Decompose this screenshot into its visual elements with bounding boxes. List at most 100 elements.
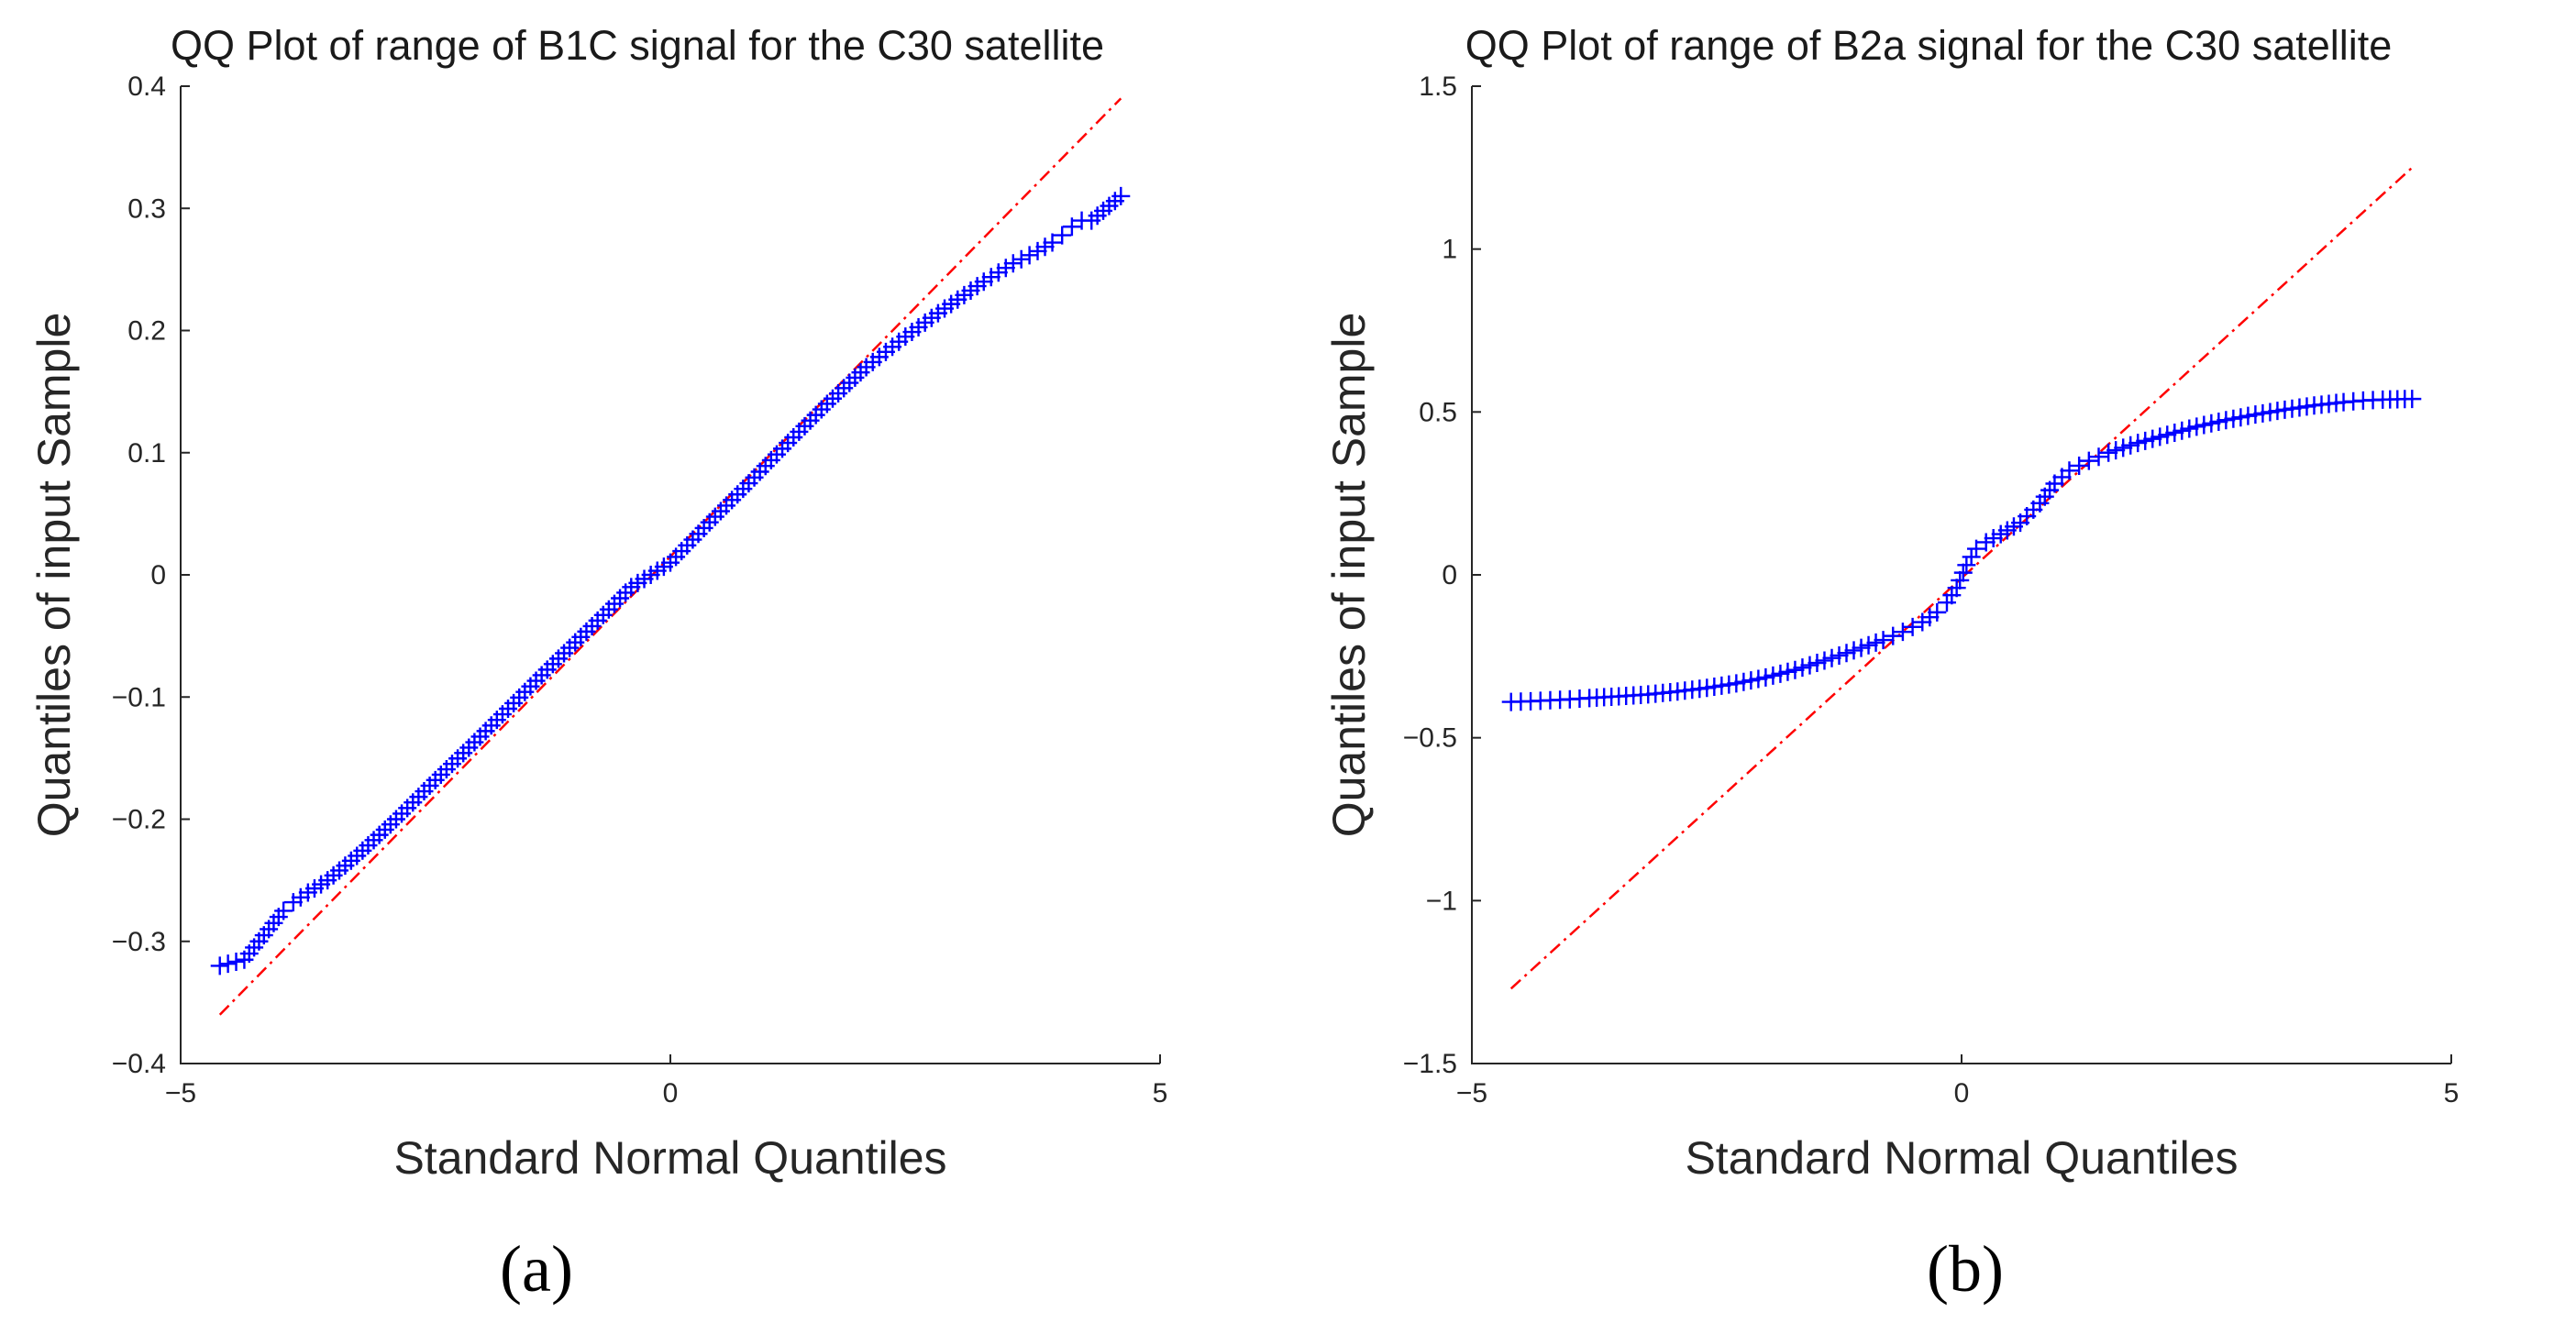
- data-point-marker: [2239, 406, 2258, 425]
- data-point-marker: [1928, 602, 1947, 622]
- y-tick-label: −0.2: [112, 805, 166, 835]
- y-tick-label: 1.5: [1419, 72, 1457, 102]
- data-point-marker: [1951, 570, 1970, 590]
- data-point-marker: [1967, 539, 1986, 558]
- data-point-marker: [2158, 425, 2177, 445]
- reference-line: [1509, 166, 2414, 990]
- data-point-marker: [1012, 249, 1031, 269]
- data-point-marker: [1859, 635, 1878, 655]
- data-point-marker: [1043, 233, 1062, 252]
- data-point-marker: [2217, 411, 2236, 430]
- data-point-marker: [1837, 644, 1856, 663]
- data-point-marker: [1028, 241, 1047, 260]
- data-point-marker: [1942, 586, 1962, 605]
- x-tick-label: −5: [1456, 1078, 1487, 1108]
- data-point-marker: [1734, 672, 1753, 691]
- data-point-marker: [274, 901, 293, 921]
- y-axis-ticks: −1.5 −1 −0.5 0 0.5 1 1.5: [1403, 72, 1481, 1079]
- data-point-marker: [1053, 226, 1072, 245]
- data-point-marker: [2165, 423, 2184, 442]
- data-point-marker: [1866, 633, 1885, 652]
- panel-caption: (a): [500, 1232, 573, 1306]
- data-point-marker: [2070, 456, 2089, 475]
- y-tick-label: −0.3: [112, 927, 166, 957]
- data-point-marker: [1035, 237, 1055, 257]
- y-tick-label: 0: [1442, 560, 1457, 590]
- x-tick-label: 5: [2444, 1078, 2460, 1108]
- data-point-marker: [2106, 441, 2126, 460]
- x-tick-label: 0: [1954, 1078, 1970, 1108]
- data-point-marker: [1062, 217, 1081, 237]
- data-point-marker: [1727, 674, 1746, 693]
- data-point-marker: [974, 272, 993, 292]
- data-point-marker: [2150, 427, 2170, 447]
- data-point-marker: [1786, 660, 1805, 679]
- data-point-marker: [1697, 678, 1717, 698]
- data-point-marker: [1815, 651, 1834, 670]
- y-tick-label: 0.3: [127, 193, 166, 224]
- y-tick-label: −0.1: [112, 682, 166, 712]
- data-point-marker: [2403, 390, 2422, 409]
- data-point-marker: [1719, 675, 1739, 694]
- data-point-marker: [2224, 409, 2243, 428]
- data-point-marker: [2253, 403, 2272, 423]
- data-point-marker: [2060, 461, 2079, 480]
- data-point-marker: [1741, 671, 1761, 690]
- y-tick-label: 0.5: [1419, 397, 1457, 427]
- data-point-marker: [2195, 415, 2214, 435]
- data-point-marker: [2099, 443, 2118, 462]
- data-point-marker: [1903, 617, 1922, 636]
- x-tick-label: 0: [663, 1078, 679, 1108]
- data-point-marker: [1778, 662, 1797, 681]
- data-point-marker: [1800, 656, 1819, 675]
- data-point-marker: [2121, 435, 2140, 455]
- data-point-marker: [227, 952, 246, 971]
- data-point-marker: [1976, 533, 1996, 552]
- data-point-marker: [2136, 431, 2155, 450]
- data-point-marker: [1003, 254, 1023, 273]
- data-point-marker: [996, 259, 1015, 278]
- y-axis-label: Quantiles of input Sample: [1323, 313, 1375, 838]
- data-point-marker: [1808, 654, 1827, 673]
- data-point-marker: [1822, 648, 1841, 667]
- y-axis-ticks: −0.4 −0.3 −0.2 −0.1 0 0.1 0.2 0.3 0.4: [112, 72, 190, 1079]
- chart-title: QQ Plot of range of B2a signal for the C…: [1465, 22, 2393, 69]
- data-point-marker: [291, 888, 310, 907]
- data-point-marker: [1771, 664, 1790, 683]
- data-point-marker: [1893, 623, 1912, 642]
- y-tick-label: 0.2: [127, 316, 166, 347]
- chart-title: QQ Plot of range of B1C signal for the C…: [171, 22, 1104, 69]
- data-point-marker: [1920, 608, 1940, 627]
- x-axis-label: Standard Normal Quantiles: [1685, 1132, 2238, 1184]
- data-point-marker: [1984, 529, 2003, 548]
- data-point-marker: [2180, 419, 2199, 438]
- y-tick-label: −1: [1426, 886, 1457, 916]
- data-point-marker: [2209, 412, 2228, 431]
- x-axis-label: Standard Normal Quantiles: [393, 1132, 946, 1184]
- data-point-marker: [1705, 678, 1724, 697]
- data-point-marker: [2128, 434, 2148, 453]
- x-axis-ticks: −5 0 5: [165, 1054, 1167, 1108]
- data-point-marker: [1852, 638, 1871, 657]
- data-point-marker: [218, 954, 238, 974]
- data-point-marker: [1937, 593, 1956, 612]
- y-tick-label: −0.4: [112, 1049, 166, 1079]
- x-tick-label: 5: [1153, 1078, 1168, 1108]
- data-point-marker: [2114, 438, 2133, 458]
- reference-line-group: [1509, 166, 2414, 990]
- data-point-marker: [1830, 645, 1849, 665]
- data-point-marker: [1913, 612, 1932, 632]
- x-tick-label: −5: [165, 1078, 196, 1108]
- data-point-marker: [1712, 676, 1731, 695]
- data-point-marker: [1884, 626, 1903, 645]
- data-point-marker: [1111, 186, 1131, 205]
- data-point-marker: [2187, 417, 2206, 436]
- data-point-marker: [1957, 556, 1976, 575]
- data-point-marker: [989, 263, 1008, 282]
- data-point-marker: [210, 956, 229, 976]
- panel-b: QQ Plot of range of B2a signal for the C…: [1323, 22, 2459, 1306]
- data-point-marker: [1020, 246, 1039, 265]
- data-point-marker: [1947, 579, 1966, 598]
